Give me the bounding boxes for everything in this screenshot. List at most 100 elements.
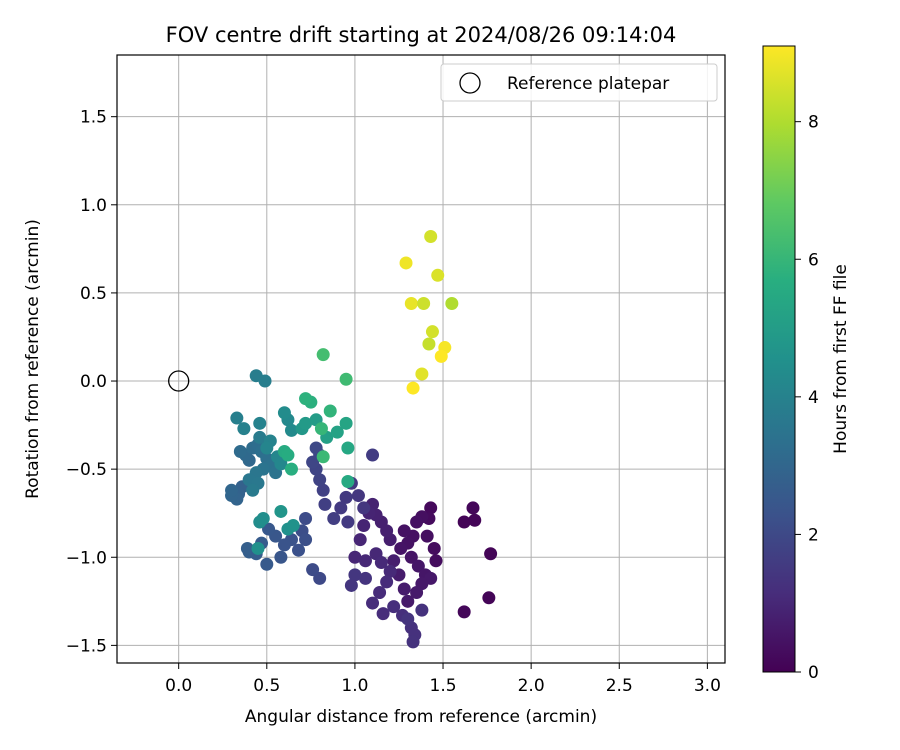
data-point xyxy=(399,256,413,270)
data-point xyxy=(292,543,306,557)
data-point xyxy=(230,411,244,425)
data-point xyxy=(313,571,327,585)
x-tick-label: 3.0 xyxy=(694,676,721,696)
data-point xyxy=(260,441,274,455)
x-tick-label: 2.0 xyxy=(518,676,545,696)
data-point xyxy=(253,416,267,430)
data-point xyxy=(253,430,267,444)
y-tick-label: 1.0 xyxy=(80,196,107,216)
data-point xyxy=(394,541,408,555)
data-point xyxy=(406,635,420,649)
data-point xyxy=(366,596,380,610)
x-tick-label: 1.5 xyxy=(430,676,457,696)
data-point xyxy=(284,462,298,476)
data-point xyxy=(380,575,394,589)
x-axis-ticks: 0.0 0.5 1.0 1.5 2.0 2.5 3.0 xyxy=(165,663,721,696)
data-point xyxy=(410,586,424,600)
legend-label: Reference platepar xyxy=(507,74,669,94)
data-point xyxy=(240,541,254,555)
reference-platepar-marker xyxy=(168,370,190,392)
x-axis-label: Angular distance from reference (arcmin) xyxy=(245,707,597,727)
data-point xyxy=(358,554,372,568)
data-point xyxy=(431,268,445,282)
data-point xyxy=(339,372,353,386)
data-point xyxy=(415,603,429,617)
data-point xyxy=(258,374,272,388)
data-point xyxy=(344,578,358,592)
data-point xyxy=(316,450,330,464)
legend: Reference platepar xyxy=(440,63,718,102)
data-point xyxy=(348,550,362,564)
data-point xyxy=(327,511,341,525)
data-point xyxy=(284,423,298,437)
data-point xyxy=(445,296,459,310)
data-point xyxy=(246,483,260,497)
data-point xyxy=(299,533,313,547)
data-point xyxy=(299,392,313,406)
data-point xyxy=(262,522,276,536)
y-tick-label: 0.5 xyxy=(80,284,107,304)
data-point xyxy=(429,554,443,568)
data-point xyxy=(341,474,355,488)
data-point xyxy=(277,538,291,552)
data-point xyxy=(404,296,418,310)
legend-box xyxy=(440,63,718,102)
data-point xyxy=(299,416,313,430)
data-point xyxy=(256,511,270,525)
colorbar-label: Hours from first FF file xyxy=(831,264,851,454)
data-point xyxy=(299,511,313,525)
y-tick-label: −1.5 xyxy=(66,636,107,656)
data-point xyxy=(358,571,372,585)
data-point xyxy=(387,600,401,614)
data-point xyxy=(334,501,348,515)
plot-frame xyxy=(116,54,726,664)
data-point xyxy=(397,524,411,538)
data-point xyxy=(401,594,415,608)
y-tick-label: 1.5 xyxy=(80,108,107,128)
y-tick-label: 0.0 xyxy=(80,372,107,392)
data-point xyxy=(424,501,438,515)
data-point xyxy=(434,349,448,363)
colorbar-tick-label: 2 xyxy=(808,525,819,545)
data-points xyxy=(225,230,498,649)
data-point xyxy=(420,529,434,543)
grid-lines xyxy=(117,55,725,663)
x-tick-label: 2.5 xyxy=(606,676,633,696)
data-point xyxy=(274,550,288,564)
x-tick-label: 1.0 xyxy=(341,676,368,696)
data-point xyxy=(277,406,291,420)
data-point xyxy=(406,381,420,395)
data-point xyxy=(427,541,441,555)
data-point xyxy=(366,448,380,462)
x-tick-label: 0.5 xyxy=(253,676,280,696)
y-axis-ticks: −1.5 −1.0 −0.5 0.0 0.5 1.0 1.5 xyxy=(66,108,117,656)
data-point xyxy=(376,607,390,621)
data-point xyxy=(404,550,418,564)
x-tick-label: 0.0 xyxy=(165,676,192,696)
data-point xyxy=(316,483,330,497)
data-point xyxy=(457,605,471,619)
data-point xyxy=(401,612,415,626)
data-point xyxy=(316,348,330,362)
data-point xyxy=(457,515,471,529)
data-point xyxy=(351,489,365,503)
colorbar-gradient xyxy=(762,45,796,673)
data-point xyxy=(281,448,295,462)
colorbar: 0 2 4 6 8 Hours from first FF file xyxy=(762,45,851,683)
data-point xyxy=(482,591,496,605)
y-axis-label: Rotation from reference (arcmin) xyxy=(23,219,43,499)
data-point xyxy=(341,515,355,529)
data-point xyxy=(306,563,320,577)
data-point xyxy=(237,422,251,436)
data-point xyxy=(274,504,288,518)
data-point xyxy=(318,497,332,511)
data-point xyxy=(313,473,327,487)
data-point xyxy=(468,513,482,527)
data-point xyxy=(353,533,367,547)
data-point xyxy=(424,230,438,244)
data-point xyxy=(357,519,371,533)
colorbar-ticks: 0 2 4 6 8 xyxy=(795,113,819,683)
data-point xyxy=(348,568,362,582)
data-point xyxy=(309,441,323,455)
